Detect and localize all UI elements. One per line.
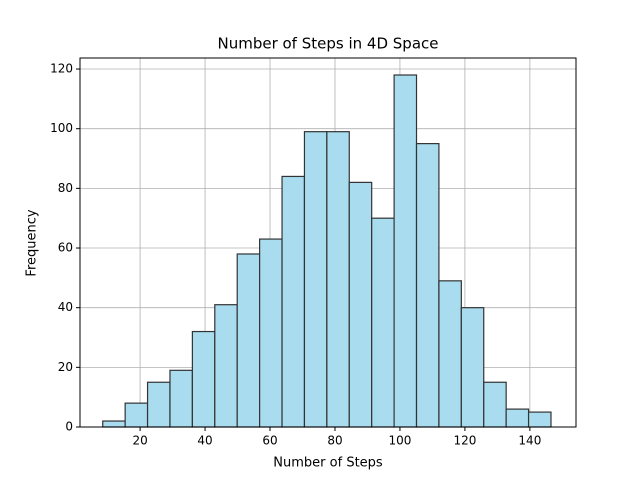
y-tick-label: 60	[58, 241, 73, 255]
y-tick-label: 0	[65, 420, 73, 434]
y-axis-label: Frequency	[25, 209, 40, 276]
y-tick-label: 120	[50, 62, 73, 76]
bar	[102, 420, 126, 428]
bar	[259, 238, 283, 428]
x-tick-label: 60	[262, 434, 277, 448]
bar	[191, 330, 216, 428]
bar	[124, 402, 149, 428]
y-tick-label: 100	[50, 121, 73, 135]
bar	[460, 307, 485, 428]
bar	[438, 280, 462, 428]
plot-frame	[79, 57, 577, 428]
bar	[505, 408, 530, 428]
y-tick-label: 40	[58, 300, 73, 314]
bar	[169, 369, 193, 428]
y-tick-label: 80	[58, 181, 73, 195]
x-tick-label: 100	[388, 434, 411, 448]
bar	[415, 143, 440, 428]
bar	[281, 175, 306, 428]
bar	[146, 381, 171, 428]
chart-title: Number of Steps in 4D Space	[217, 35, 438, 53]
x-axis-label: Number of Steps	[273, 456, 383, 471]
x-tick-label: 120	[453, 434, 476, 448]
bar	[236, 253, 261, 428]
bar	[326, 131, 350, 428]
bar	[348, 181, 373, 428]
bar	[214, 304, 238, 428]
bar	[303, 131, 328, 428]
bar	[371, 217, 395, 428]
y-tick-label: 20	[58, 360, 73, 374]
x-tick-label: 80	[327, 434, 342, 448]
bar	[483, 381, 507, 428]
bar	[527, 411, 552, 428]
x-tick-label: 20	[132, 434, 147, 448]
x-tick-label: 140	[518, 434, 541, 448]
x-tick-label: 40	[197, 434, 212, 448]
bar	[393, 74, 418, 428]
